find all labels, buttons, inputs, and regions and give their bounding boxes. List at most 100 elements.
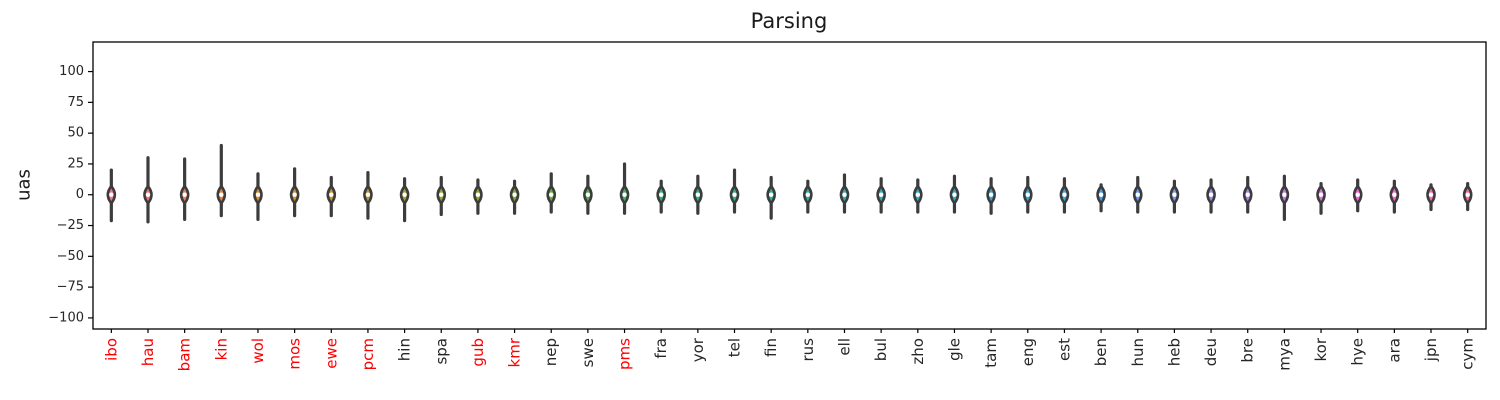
violin-hye bbox=[1352, 178, 1363, 213]
median-dot bbox=[622, 192, 627, 197]
x-tick-label: zho bbox=[909, 338, 927, 365]
violin-zho bbox=[913, 178, 923, 214]
median-dot bbox=[1282, 192, 1287, 197]
violin-deu bbox=[1206, 178, 1216, 214]
median-dot bbox=[1245, 192, 1250, 197]
median-dot bbox=[1208, 192, 1214, 197]
median-dot bbox=[768, 192, 774, 197]
x-tick-label: mos bbox=[286, 338, 304, 370]
median-dot bbox=[1172, 192, 1177, 197]
violin-eng bbox=[1022, 175, 1033, 214]
y-tick-label: 50 bbox=[67, 126, 84, 141]
violin-hin bbox=[399, 177, 410, 223]
plot-title: Parsing bbox=[751, 9, 828, 33]
x-tick-label: heb bbox=[1165, 338, 1183, 366]
violin-kmr bbox=[509, 179, 520, 215]
median-dot bbox=[329, 192, 334, 197]
x-tick-label: ben bbox=[1092, 338, 1110, 366]
x-tick-label: cym bbox=[1459, 338, 1477, 370]
x-tick-label: gub bbox=[469, 338, 487, 367]
y-axis-label: uas bbox=[14, 169, 35, 201]
median-dot bbox=[1392, 192, 1397, 197]
median-dot bbox=[475, 192, 481, 197]
x-tick-label: kmr bbox=[506, 337, 524, 367]
violin-swe bbox=[583, 174, 593, 215]
x-tick-label: kin bbox=[212, 338, 230, 360]
x-tick-label: swe bbox=[579, 338, 597, 367]
y-tick-label: −75 bbox=[57, 280, 84, 295]
violin-tel bbox=[729, 168, 740, 214]
median-dot bbox=[1318, 192, 1324, 197]
violin-hau bbox=[143, 156, 153, 224]
violin-jpn bbox=[1426, 183, 1436, 212]
median-dot bbox=[585, 192, 591, 197]
median-dot bbox=[1355, 192, 1360, 197]
violin-mos bbox=[289, 167, 300, 218]
median-dot bbox=[1062, 192, 1067, 197]
y-tick-label: 25 bbox=[67, 156, 84, 171]
x-tick-label: bul bbox=[872, 338, 890, 361]
median-dot bbox=[695, 192, 701, 197]
x-tick-label: hye bbox=[1349, 338, 1367, 366]
x-tick-label: ewe bbox=[322, 338, 340, 369]
median-dot bbox=[145, 192, 151, 197]
x-tick-label: hau bbox=[139, 338, 157, 366]
violin-ewe bbox=[326, 175, 337, 218]
x-tick-label: est bbox=[1055, 338, 1073, 361]
violin-fin bbox=[766, 175, 776, 220]
median-dot bbox=[109, 192, 114, 197]
median-dot bbox=[255, 192, 261, 197]
x-tick-label: bre bbox=[1239, 338, 1257, 363]
violin-hun bbox=[1132, 175, 1143, 214]
median-dot bbox=[805, 192, 811, 197]
y-tick-label: 75 bbox=[67, 95, 84, 110]
violin-ara bbox=[1389, 179, 1400, 214]
median-dot bbox=[292, 192, 297, 197]
median-dot bbox=[658, 192, 664, 197]
median-dot bbox=[988, 192, 994, 197]
violin-gle bbox=[949, 174, 960, 214]
median-dot bbox=[182, 192, 187, 197]
x-tick-label: fra bbox=[652, 338, 670, 359]
x-tick-label: hun bbox=[1129, 338, 1147, 367]
median-dot bbox=[1465, 192, 1470, 197]
x-tick-label: hin bbox=[396, 338, 414, 361]
x-tick-label: nep bbox=[542, 338, 560, 366]
x-tick-label: mya bbox=[1275, 338, 1293, 371]
median-dot bbox=[512, 192, 517, 197]
x-tick-label: ara bbox=[1385, 338, 1403, 363]
violin-yor bbox=[693, 174, 703, 215]
violin-est bbox=[1059, 177, 1070, 214]
plot-area: 100 75 50 25 0 −25 −50 −75 −100 ibo hau bam kin wol mo… bbox=[48, 41, 1487, 371]
x-tick-label: tel bbox=[726, 338, 744, 357]
median-dot bbox=[1098, 192, 1104, 197]
x-tick-label: gle bbox=[945, 338, 963, 361]
x-tick-label: wol bbox=[249, 338, 267, 364]
violin-nep bbox=[546, 172, 557, 214]
y-tick-label: −25 bbox=[57, 218, 84, 233]
x-tick-label: fin bbox=[762, 338, 780, 357]
median-dot bbox=[878, 192, 884, 197]
violin-wol bbox=[253, 172, 263, 221]
violin-bre bbox=[1242, 175, 1253, 214]
x-tick-label: pcm bbox=[359, 338, 377, 370]
x-tick-label: ibo bbox=[102, 338, 120, 361]
x-tick-label: tam bbox=[982, 338, 1000, 368]
median-dot bbox=[219, 192, 224, 197]
x-tick-label: eng bbox=[1019, 338, 1037, 366]
y-tick-label: 100 bbox=[59, 64, 84, 79]
x-tick-label: jpn bbox=[1422, 338, 1440, 362]
x-tick-label: bam bbox=[176, 338, 194, 371]
median-dot bbox=[915, 192, 921, 197]
median-dot bbox=[549, 192, 554, 197]
median-dot bbox=[1428, 192, 1434, 197]
x-tick-label: ell bbox=[835, 338, 853, 356]
y-tick-label: 0 bbox=[76, 187, 84, 202]
violin-ell bbox=[839, 173, 850, 214]
violin-spa bbox=[436, 175, 447, 217]
y-tick-label: −50 bbox=[57, 249, 84, 264]
median-dot bbox=[402, 192, 407, 197]
median-dot bbox=[1025, 192, 1030, 197]
